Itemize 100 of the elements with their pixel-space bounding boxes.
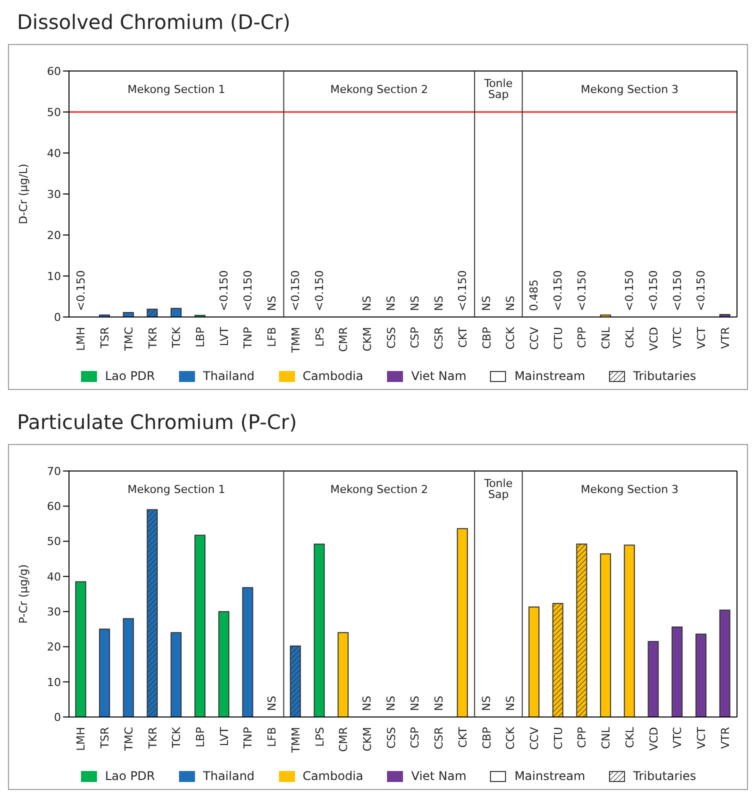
x-tick-label: CKM: [361, 327, 374, 352]
x-tick-label: CBP: [480, 326, 494, 349]
x-tick-label: CKT: [456, 726, 470, 748]
x-tick-label: TNP: [242, 326, 255, 350]
y-axis-title: D-Cr (μg/L): [16, 164, 30, 224]
x-tick-label: TMM: [289, 327, 302, 354]
text: <0.150: [241, 270, 254, 311]
x-tick-label: TMC: [122, 326, 136, 352]
text: NS: [408, 696, 422, 711]
legend-label: Cambodia: [302, 769, 364, 783]
text: <0.150: [670, 270, 684, 311]
y-tick-label: 0: [54, 310, 61, 324]
x-tick-label: TMM: [289, 727, 302, 754]
y-tick-label: 70: [47, 464, 61, 478]
text: <0.150: [74, 270, 88, 311]
y-tick-label: 20: [47, 228, 61, 242]
legend-label: Thailand: [203, 369, 255, 383]
legend-label: Cambodia: [302, 369, 364, 383]
chart-title: Dissolved Chromium (D-Cr): [16, 9, 292, 36]
text: 0.485: [528, 280, 541, 311]
text: NS: [480, 296, 493, 311]
x-tick-label: LFB: [266, 327, 279, 348]
x-tick-label: VCT: [695, 326, 708, 349]
x-tick-label: CKL: [623, 326, 636, 348]
text: Tributaries: [633, 369, 696, 383]
text: NS: [384, 696, 398, 711]
bar: [122, 312, 134, 317]
text: NS: [408, 296, 422, 311]
y-tick-label: 10: [47, 676, 61, 689]
bar: [528, 606, 540, 717]
text: NS: [265, 296, 278, 311]
bar: [314, 544, 325, 717]
text: NS: [432, 696, 446, 711]
x-tick-label: CBP: [480, 726, 494, 749]
legend-label: Viet Nam: [411, 369, 466, 383]
annotation: Mekong Section 3: [580, 483, 679, 496]
bar: [75, 581, 86, 717]
x-tick-label: VCD: [647, 727, 660, 751]
text: Mainstream: [514, 369, 586, 383]
x-tick-label: CCK: [504, 726, 518, 750]
annotation: Mekong Section 1: [127, 83, 226, 96]
x-tick-label: TKR: [146, 326, 160, 350]
x-tick-label: CSP: [408, 326, 422, 348]
x-tick-label: TCK: [170, 726, 184, 749]
y-tick-label: 20: [47, 640, 61, 654]
bar: [719, 610, 730, 717]
x-tick-label: LMH: [74, 727, 88, 751]
x-tick-label: CCK: [504, 326, 518, 350]
annotation: Mekong Section 3: [580, 83, 679, 96]
x-tick-label: CCV: [528, 726, 542, 750]
legend-label: Lao PDR: [105, 769, 156, 783]
x-tick-label: CCV: [528, 326, 542, 350]
annotation: Tonle Sap: [483, 77, 513, 101]
legend-label: Thailand: [203, 769, 255, 783]
bar: [600, 553, 612, 717]
text: NS: [360, 296, 374, 311]
text: <0.150: [694, 270, 708, 311]
annotation: Mekong Section 2: [330, 483, 428, 496]
y-tick-label: 40: [47, 146, 61, 160]
x-tick-label: CTU: [552, 327, 565, 350]
x-tick-label: CKM: [361, 727, 374, 752]
text: <0.150: [623, 270, 636, 311]
text: NS: [504, 696, 517, 711]
text: <0.150: [289, 270, 302, 311]
bar: [218, 611, 230, 717]
x-tick-label: TKR: [146, 726, 160, 750]
text: <0.150: [456, 270, 470, 311]
legend-label: Lao PDR: [105, 369, 156, 383]
x-tick-label: CKL: [623, 726, 636, 748]
bar: [194, 534, 206, 717]
y-tick-label: 50: [47, 106, 61, 119]
text: <0.150: [313, 270, 326, 311]
text: Mainstream: [514, 769, 586, 783]
x-tick-label: CKT: [456, 326, 470, 348]
x-tick-label: TNP: [242, 726, 255, 750]
y-tick-label: 60: [47, 64, 61, 78]
x-tick-label: CNL: [600, 326, 613, 350]
y-tick-label: 30: [47, 188, 61, 201]
y-tick-label: 0: [54, 710, 61, 724]
bar: [648, 640, 659, 717]
bar: [624, 544, 635, 717]
x-tick-label: LMH: [74, 327, 88, 351]
bar: [456, 528, 468, 717]
y-tick-label: 30: [47, 605, 61, 618]
text: NS: [384, 296, 398, 311]
bar: [242, 587, 254, 717]
y-tick-label: 60: [47, 500, 61, 514]
annotation: Tonle Sap: [483, 477, 513, 501]
x-tick-label: TSR: [98, 326, 112, 350]
y-tick-label: 50: [47, 535, 61, 548]
text: <0.150: [647, 270, 660, 311]
bar: [170, 308, 182, 317]
chart-title: Particulate Chromium (P-Cr): [16, 409, 298, 436]
x-tick-label: CMR: [337, 326, 350, 352]
text: <0.150: [575, 270, 588, 311]
x-tick-label: CPP: [576, 726, 589, 748]
annotation: Mekong Section 1: [127, 483, 226, 496]
y-tick-label: 10: [47, 270, 61, 283]
x-tick-label: LPS: [313, 326, 326, 347]
x-tick-label: CSS: [384, 326, 398, 349]
